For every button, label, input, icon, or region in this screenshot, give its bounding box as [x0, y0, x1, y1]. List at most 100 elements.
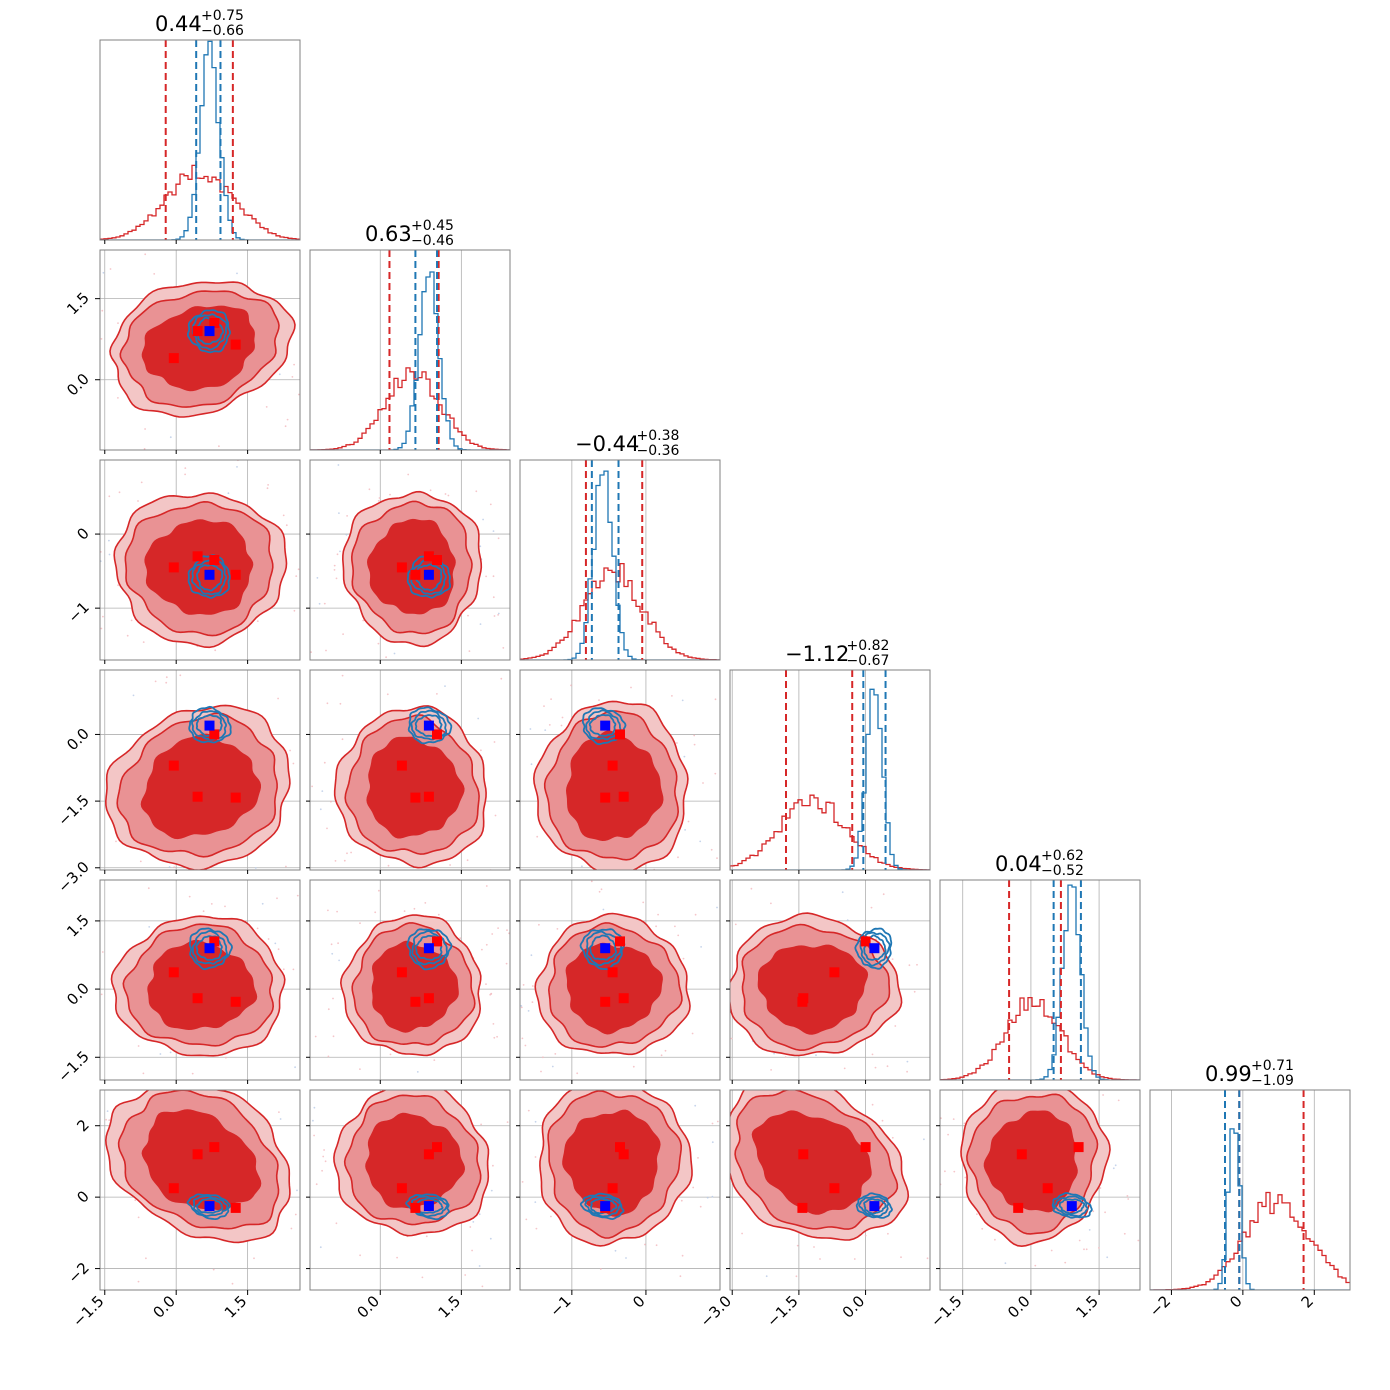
- sample-point: [346, 852, 348, 855]
- sample-point: [1005, 1062, 1007, 1064]
- sample-point: [416, 1071, 419, 1073]
- sample-point: [496, 1085, 498, 1087]
- blue-contour: [586, 930, 622, 967]
- sample-point: [292, 948, 294, 950]
- sample-point: [937, 1144, 939, 1146]
- sample-point: [979, 1310, 981, 1312]
- sample-point: [576, 1072, 579, 1075]
- sample-point: [500, 1123, 502, 1125]
- sample-point: [506, 1121, 509, 1123]
- panel-frame: [519, 459, 721, 661]
- truth-marker-red: [607, 760, 618, 771]
- truth-marker-red: [192, 791, 203, 802]
- sample-point: [537, 1099, 539, 1101]
- sample-point: [102, 615, 104, 618]
- sample-point: [705, 940, 707, 942]
- sample-point: [677, 934, 680, 937]
- sample-point: [770, 902, 772, 905]
- sample-point: [740, 1067, 742, 1069]
- sample-point: [8, 368, 10, 370]
- sample-point: [575, 877, 577, 879]
- truth-marker-blue: [600, 720, 611, 731]
- sample-point: [313, 1134, 315, 1137]
- sample-point: [534, 1210, 536, 1212]
- sample-point: [449, 864, 451, 866]
- sample-point: [225, 1056, 227, 1059]
- sample-point: [741, 1232, 743, 1235]
- sample-point: [534, 1053, 536, 1055]
- sample-point: [518, 908, 520, 910]
- sample-point: [480, 903, 482, 905]
- sample-point: [341, 738, 344, 741]
- sample-point: [306, 1036, 308, 1038]
- panel-5-2: [500, 1089, 721, 1291]
- sample-point: [538, 461, 540, 463]
- sample-point: [218, 445, 220, 448]
- sample-point: [692, 626, 694, 628]
- hist-blue: [1150, 1128, 1350, 1290]
- panel-frame: [99, 1089, 301, 1291]
- sample-point: [681, 1254, 684, 1257]
- sample-point: [332, 656, 334, 658]
- truth-marker-red: [600, 792, 611, 803]
- sample-point: [913, 1062, 915, 1064]
- sample-point: [773, 1052, 775, 1055]
- truth-marker-red: [209, 936, 220, 947]
- sample-point: [57, 823, 59, 825]
- sample-point: [249, 236, 251, 238]
- sample-point: [642, 901, 645, 904]
- sample-point: [511, 1161, 513, 1163]
- sample-point: [716, 857, 718, 859]
- sample-point: [944, 1170, 946, 1173]
- sample-point: [108, 539, 110, 542]
- blue-contour: [581, 707, 627, 746]
- sample-point: [227, 492, 230, 495]
- truth-marker-red: [600, 996, 611, 1007]
- sample-point: [220, 455, 222, 457]
- sample-point: [515, 1015, 517, 1017]
- sample-point: [210, 1077, 212, 1079]
- sample-point: [663, 633, 665, 635]
- panel-frame: [939, 1089, 1141, 1291]
- sample-point: [891, 958, 894, 960]
- sample-point: [90, 357, 92, 359]
- sample-point: [78, 504, 80, 506]
- sample-point: [472, 1221, 475, 1223]
- sample-point: [664, 1049, 667, 1052]
- sample-point: [525, 675, 527, 677]
- sample-point: [716, 1181, 718, 1183]
- sample-point: [305, 527, 307, 529]
- x-tick-label: 0: [629, 1292, 648, 1311]
- sample-point: [324, 550, 326, 552]
- sample-point: [288, 1105, 290, 1107]
- sample-point: [706, 958, 708, 960]
- sample-point: [711, 1141, 714, 1144]
- sample-point: [926, 1227, 928, 1229]
- sample-point: [525, 1121, 527, 1123]
- sample-point: [137, 1045, 140, 1047]
- sample-point: [531, 985, 534, 987]
- sample-point: [30, 923, 32, 925]
- sample-point: [482, 518, 484, 521]
- sample-point: [466, 859, 469, 862]
- sample-point: [676, 742, 678, 744]
- sample-point: [1127, 1198, 1130, 1200]
- sample-point: [711, 1122, 714, 1125]
- sample-point: [538, 1054, 540, 1056]
- sample-point: [973, 984, 975, 986]
- sample-point: [483, 838, 485, 840]
- sample-point: [437, 913, 440, 916]
- sample-point: [408, 888, 410, 890]
- sample-point: [314, 775, 316, 777]
- sample-point: [689, 1018, 691, 1020]
- truth-marker-blue: [204, 720, 215, 731]
- sample-point: [286, 1030, 288, 1032]
- sample-point: [591, 895, 593, 897]
- blue-contour: [854, 927, 893, 970]
- sample-point: [514, 1048, 516, 1050]
- sample-point: [967, 1042, 969, 1044]
- sample-point: [684, 829, 686, 831]
- sample-point: [303, 554, 305, 556]
- sample-point: [140, 481, 143, 484]
- sample-point: [938, 1158, 940, 1160]
